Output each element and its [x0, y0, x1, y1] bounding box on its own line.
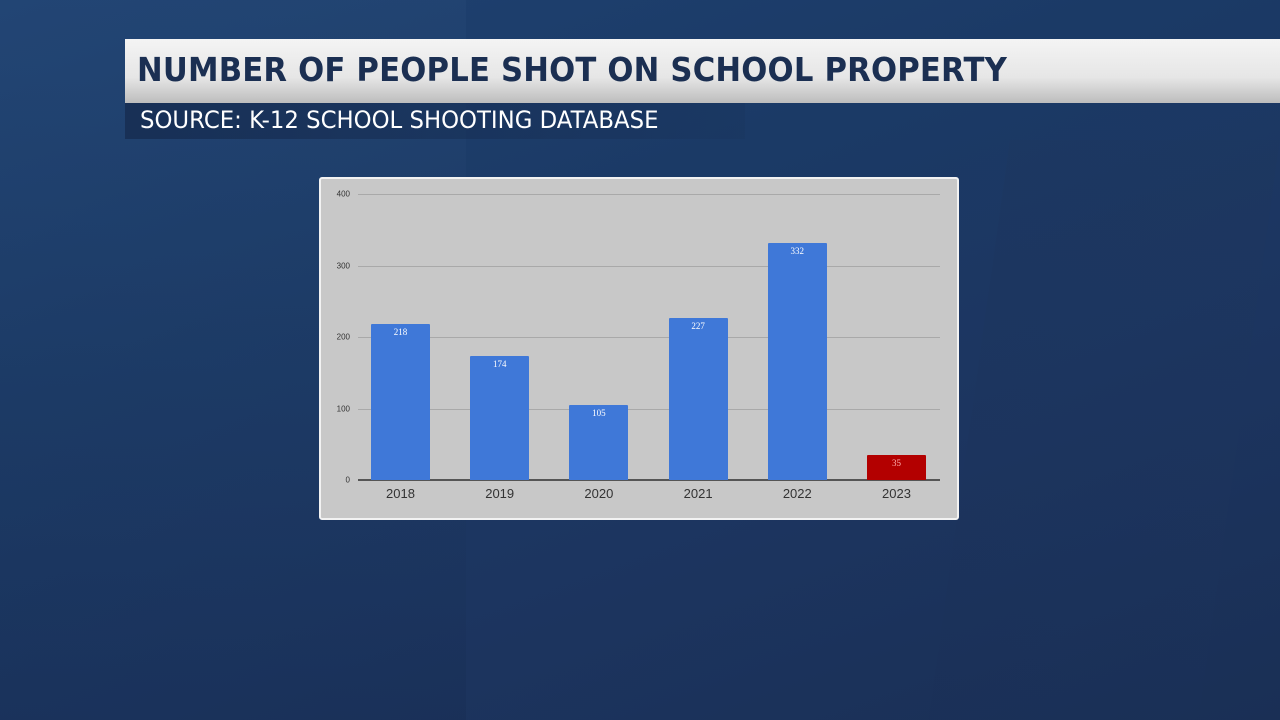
y-tick-label: 300 — [336, 261, 350, 270]
gridline — [358, 337, 940, 338]
bar-2018: 218 — [371, 324, 430, 480]
title-banner: NUMBER OF PEOPLE SHOT ON SCHOOL PROPERTY — [125, 39, 1280, 103]
bar-chart: 0 100 200 300 400 218 2018 174 2019 105 2020 227 202… — [319, 177, 959, 520]
bar-value-label: 174 — [492, 358, 507, 369]
bar-2020: 105 — [569, 404, 629, 480]
gridline — [358, 265, 940, 267]
y-tick-label: 100 — [336, 404, 350, 413]
bar-2023: 35 — [867, 454, 926, 480]
bar-value-label: 227 — [691, 320, 705, 331]
x-tick-label: 2022 — [782, 486, 812, 501]
x-axis-line — [358, 479, 940, 481]
bar-2021: 227 — [668, 317, 728, 480]
plot-area: 0 100 200 300 400 218 2018 174 2019 105 2020 227 202… — [337, 190, 940, 501]
y-tick-label: 200 — [336, 332, 350, 342]
background-panel-right — [928, 140, 1280, 720]
source-caption: SOURCE: K-12 SCHOOL SHOOTING DATABASE — [140, 106, 659, 134]
source-banner: SOURCE: K-12 SCHOOL SHOOTING DATABASE — [125, 103, 745, 139]
x-tick-label: 2019 — [485, 486, 515, 501]
bar-value-label: 105 — [592, 407, 606, 418]
bar-2019: 174 — [470, 355, 530, 480]
bar-value-label: 35 — [892, 457, 901, 468]
x-tick-label: 2018 — [386, 486, 415, 501]
y-tick-label: 400 — [336, 189, 350, 199]
gridline — [358, 194, 940, 195]
bar-value-label: 218 — [393, 327, 408, 338]
gridline — [358, 408, 940, 410]
bar-2022: 332 — [767, 242, 827, 480]
x-tick-label: 2023 — [882, 486, 911, 501]
bar-value-label: 332 — [790, 245, 805, 256]
x-tick-label: 2020 — [584, 486, 614, 501]
page-title: NUMBER OF PEOPLE SHOT ON SCHOOL PROPERTY — [137, 50, 1008, 89]
x-tick-label: 2021 — [683, 486, 713, 501]
y-tick-label: 0 — [345, 475, 350, 485]
